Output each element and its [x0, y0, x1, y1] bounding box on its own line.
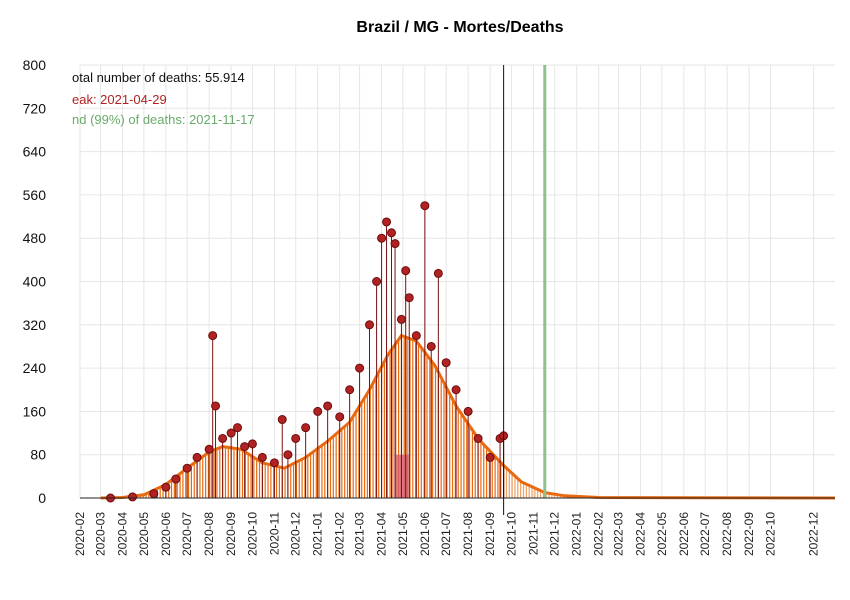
x-tick-label: 2020-02	[73, 512, 87, 556]
x-tick-label: 2020-07	[180, 512, 194, 556]
y-tick-label: 240	[23, 360, 47, 376]
data-point	[387, 228, 397, 238]
x-tick-label: 2021-08	[461, 512, 475, 556]
data-point	[382, 217, 392, 227]
annotation-total: otal number of deaths: 55.914	[72, 70, 245, 85]
chart-marks	[100, 65, 836, 503]
data-point	[240, 442, 250, 452]
data-point	[323, 401, 333, 411]
data-point	[441, 358, 451, 368]
data-point	[473, 433, 483, 443]
data-point	[291, 433, 301, 443]
y-tick-label: 480	[23, 230, 47, 246]
data-point	[247, 439, 257, 449]
y-tick-label: 720	[23, 100, 47, 116]
chart-title: Brazil / MG - Mortes/Deaths	[356, 19, 563, 36]
data-point	[377, 233, 387, 243]
x-tick-label: 2022-06	[677, 512, 691, 556]
data-point	[269, 458, 279, 468]
data-point	[283, 450, 293, 460]
data-point	[208, 331, 218, 341]
x-tick-label: 2020-04	[116, 512, 130, 556]
y-tick-label: 320	[23, 317, 47, 333]
data-point	[404, 293, 414, 303]
data-point	[313, 406, 323, 416]
x-tick-label: 2021-12	[548, 512, 562, 556]
data-point	[128, 492, 138, 502]
x-tick-label: 2022-07	[698, 512, 712, 556]
x-tick-label: 2021-09	[483, 512, 497, 556]
data-point	[149, 489, 159, 499]
data-point	[192, 452, 202, 462]
y-tick-label: 560	[23, 187, 47, 203]
data-point	[182, 463, 192, 473]
x-tick-label: 2021-05	[396, 512, 410, 556]
data-point	[426, 341, 436, 351]
x-tick-label: 2022-04	[634, 512, 648, 556]
x-tick-label: 2020-06	[159, 512, 173, 556]
x-tick-label: 2022-01	[570, 512, 584, 556]
data-point	[257, 452, 267, 462]
x-tick-label: 2020-03	[94, 512, 108, 556]
data-point	[433, 268, 443, 278]
data-point	[218, 433, 228, 443]
data-point	[365, 320, 375, 330]
data-point	[204, 444, 214, 454]
data-point	[485, 452, 495, 462]
x-tick-label: 2021-06	[418, 512, 432, 556]
data-point	[233, 423, 243, 433]
data-point	[277, 415, 287, 425]
x-tick-label: 2022-10	[763, 512, 777, 556]
data-point	[301, 423, 311, 433]
x-tick-label: 2020-05	[137, 512, 151, 556]
data-point	[411, 331, 421, 341]
data-point	[171, 474, 181, 484]
data-point	[396, 314, 406, 324]
data-point	[211, 401, 221, 411]
y-tick-label: 640	[23, 144, 47, 160]
annotation-end: nd (99%) of deaths: 2021-11-17	[72, 112, 255, 127]
x-tick-label: 2022-03	[612, 512, 626, 556]
x-tick-label: 2022-05	[655, 512, 669, 556]
y-tick-label: 800	[23, 57, 47, 73]
data-point	[335, 412, 345, 422]
x-tick-label: 2021-10	[504, 512, 518, 556]
data-point	[390, 239, 400, 249]
x-tick-label: 2020-09	[224, 512, 238, 556]
data-point	[372, 277, 382, 286]
x-tick-label: 2022-02	[592, 512, 606, 556]
data-point	[161, 482, 171, 492]
x-tick-label: 2022-09	[742, 512, 756, 556]
data-point	[463, 406, 473, 416]
data-point	[355, 363, 365, 373]
y-tick-label: 400	[23, 274, 47, 290]
x-tick-label: 2021-03	[353, 512, 367, 556]
data-point	[226, 428, 236, 438]
x-tick-label: 2020-11	[267, 512, 281, 555]
annotation-peak: eak: 2021-04-29	[72, 92, 167, 107]
x-tick-label: 2020-12	[289, 512, 303, 556]
data-point	[345, 385, 355, 395]
x-tick-label: 2021-01	[311, 512, 325, 556]
grid	[79, 64, 835, 499]
x-tick-label: 2020-08	[202, 512, 216, 556]
data-point	[451, 385, 461, 395]
y-tick-label: 80	[30, 447, 46, 463]
x-tick-label: 2021-04	[375, 512, 389, 556]
x-tick-label: 2021-07	[439, 512, 453, 556]
x-tick-label: 2022-12	[807, 512, 821, 556]
x-tick-label: 2021-02	[333, 512, 347, 556]
y-tick-label: 0	[38, 490, 46, 506]
axes: 0 80 160 240 320 400 480 560 640 720 800 2020-02 202…	[23, 57, 835, 556]
x-tick-label: 2020-10	[245, 512, 259, 556]
x-tick-label: 2022-08	[720, 512, 734, 556]
y-tick-label: 160	[23, 403, 47, 419]
data-point	[401, 266, 411, 276]
data-point	[420, 201, 430, 211]
x-tick-label: 2021-11	[526, 512, 540, 555]
